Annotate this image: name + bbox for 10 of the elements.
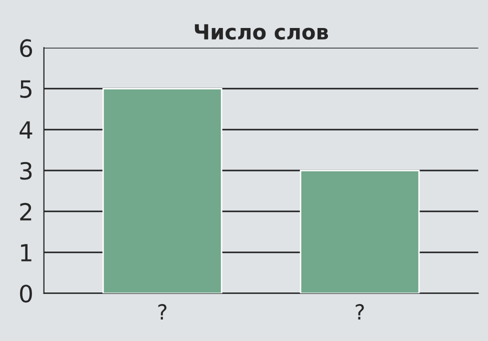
y-tick-label: 6 bbox=[20, 39, 32, 58]
y-tick-label: 3 bbox=[20, 162, 32, 180]
y-tick-label: 1 bbox=[21, 244, 32, 262]
chart-title: Число слов bbox=[194, 24, 328, 40]
x-tick-label: ? bbox=[158, 304, 166, 320]
y-tick-label: 2 bbox=[20, 202, 32, 220]
y-tick-label: 4 bbox=[20, 121, 32, 139]
y-tick-label: 0 bbox=[20, 284, 32, 303]
y-tick-label: 5 bbox=[20, 80, 32, 98]
x-tick-label: ? bbox=[356, 304, 364, 320]
